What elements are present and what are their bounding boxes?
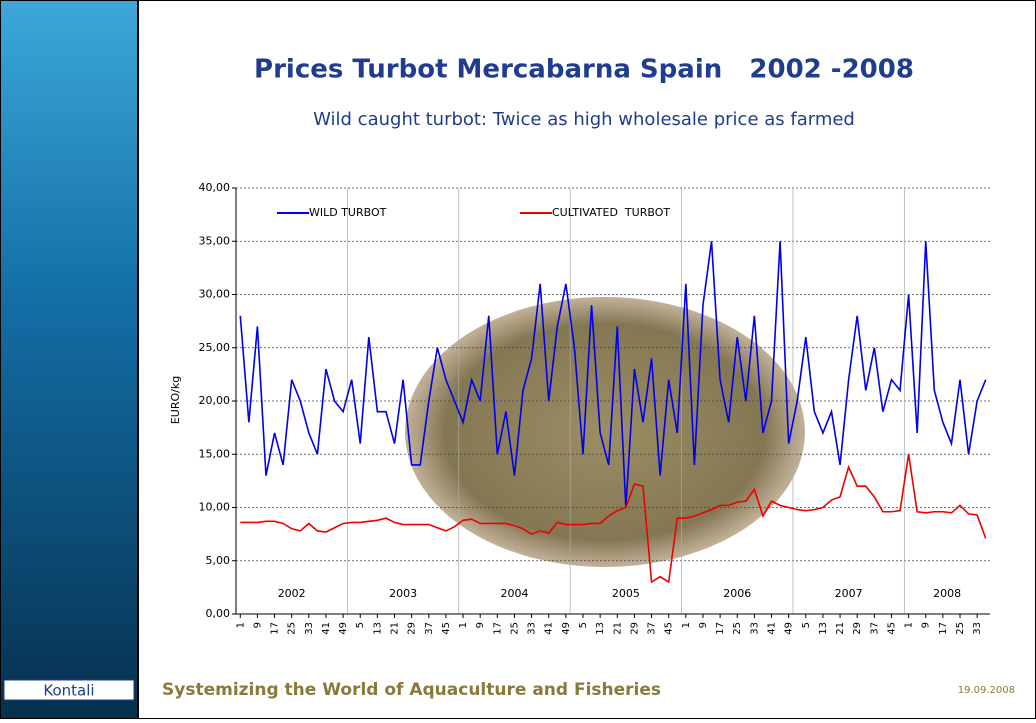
legend-label: WILD TURBOT	[309, 206, 387, 219]
date: 19.09.2008	[958, 685, 1015, 696]
x-tick-label: 25	[287, 622, 298, 635]
x-tick-label: 1	[235, 622, 246, 628]
x-tick-label: 17	[715, 622, 726, 635]
series-line	[240, 454, 987, 584]
y-axis-label: EURO/kg	[169, 376, 182, 424]
x-tick-label: 41	[544, 622, 555, 635]
subtitle: Wild caught turbot: Twice as high wholes…	[313, 109, 855, 130]
x-tick-label: 37	[424, 622, 435, 635]
title: Prices Turbot Mercabarna Spain 2002 -200…	[254, 55, 914, 85]
year-label: 2008	[933, 587, 961, 600]
year-label: 2007	[835, 587, 863, 600]
x-tick-label: 9	[252, 622, 263, 628]
x-tick-label: 29	[852, 622, 863, 635]
x-tick-label: 45	[886, 622, 897, 635]
year-label: 2004	[500, 587, 528, 600]
x-tick-label: 21	[390, 622, 401, 635]
x-tick-label: 21	[835, 622, 846, 635]
x-tick-label: 9	[475, 622, 486, 628]
x-tick-label: 1	[681, 622, 692, 628]
year-label: 2002	[278, 587, 306, 600]
x-tick-label: 25	[509, 622, 520, 635]
year-label: 2005	[612, 587, 640, 600]
x-tick-label: 45	[441, 622, 452, 635]
x-tick-label: 49	[338, 622, 349, 635]
x-tick-label: 25	[732, 622, 743, 635]
legend-label: CULTIVATED TURBOT	[552, 206, 670, 219]
x-tick-label: 49	[561, 622, 572, 635]
y-tick-label: 0,00	[206, 607, 231, 620]
y-tick-label: 20,00	[199, 394, 231, 407]
logo-box	[3, 679, 135, 701]
x-tick-label: 5	[801, 622, 812, 628]
x-tick-label: 9	[698, 622, 709, 628]
y-tick-label: 40,00	[199, 181, 231, 194]
turbot-picture	[405, 297, 805, 567]
x-tick-label: 37	[647, 622, 658, 635]
year-label: 2006	[723, 587, 751, 600]
x-tick-label: 37	[869, 622, 880, 635]
series-line	[239, 241, 987, 508]
x-tick-label: 41	[321, 622, 332, 635]
x-tick-label: 13	[818, 622, 829, 635]
y-tick-label: 30,00	[199, 288, 231, 301]
x-tick-label: 25	[955, 622, 966, 635]
y-tick-label: 5,00	[206, 554, 231, 567]
x-tick-label: 17	[492, 622, 503, 635]
x-tick-label: 29	[629, 622, 640, 635]
logo: Kontali	[43, 682, 94, 700]
tagline: Systemizing the World of Aquaculture and…	[162, 680, 661, 700]
x-tick-label: 45	[664, 622, 675, 635]
x-tick-label: 33	[304, 622, 315, 635]
x-tick-label: 1	[458, 622, 469, 628]
x-tick-label: 33	[527, 622, 538, 635]
y-tick-label: 25,00	[199, 341, 231, 354]
x-tick-label: 33	[972, 622, 983, 635]
y-tick-label: 15,00	[199, 447, 231, 460]
x-tick-label: 13	[372, 622, 383, 635]
x-tick-label: 13	[595, 622, 606, 635]
x-tick-label: 5	[578, 622, 589, 628]
x-tick-label: 9	[921, 622, 932, 628]
x-tick-label: 41	[767, 622, 778, 635]
x-tick-label: 1	[904, 622, 915, 628]
ocean-panel	[0, 0, 138, 719]
x-tick-label: 17	[270, 622, 281, 635]
x-tick-label: 21	[612, 622, 623, 635]
x-tick-label: 49	[784, 622, 795, 635]
x-tick-label: 17	[938, 622, 949, 635]
plot: 0,00 5,00 10,00 15,00 20,00 25,00 30,00 35,00 40…	[199, 181, 990, 635]
y-tick-label: 10,00	[199, 501, 231, 514]
y-tick-label: 35,00	[199, 234, 231, 247]
x-tick-label: 29	[407, 622, 418, 635]
year-label: 2003	[389, 587, 417, 600]
x-tick-label: 5	[355, 622, 366, 628]
x-tick-label: 33	[749, 622, 760, 635]
